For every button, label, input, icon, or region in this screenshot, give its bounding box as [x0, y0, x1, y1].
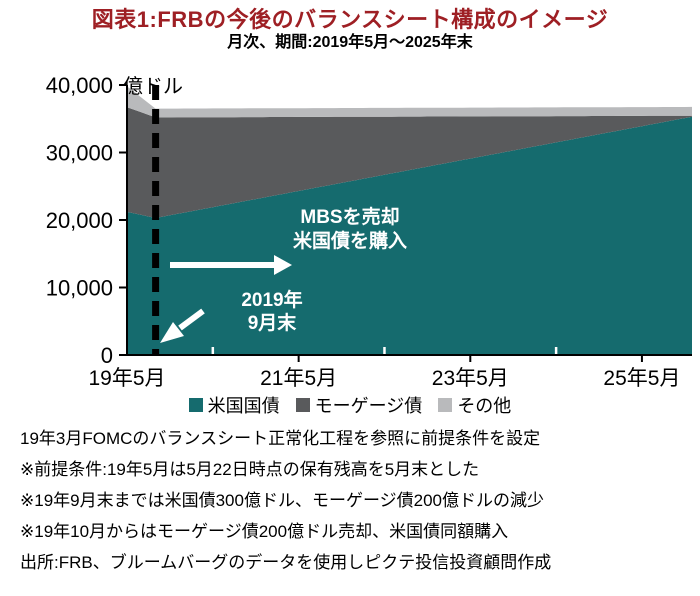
- chart-subtitle: 月次、期間:2019年5月〜2025年末: [227, 34, 473, 51]
- footnote-line: 19年3月FOMCのバランスシート正常化工程を参照に前提条件を設定: [20, 429, 541, 448]
- arrow-downleft-shaft: [178, 308, 205, 331]
- x-tick-label: 25年5月: [603, 367, 680, 390]
- chart-area: 0 10,000 20,000 30,000 40,000 億ドル 19年5月 21年5月 23…: [0, 53, 700, 393]
- annotation-event-month: 9月末: [248, 311, 298, 334]
- annotation-event-year: 2019年: [241, 288, 302, 311]
- footnote-source: 出所:FRB、ブルームバーグのデータを使用しピクテ投信投資顧問作成: [20, 553, 552, 572]
- area-other: [127, 86, 692, 118]
- x-tick-label: 19年5月: [88, 367, 165, 390]
- annotation-sell-mbs: MBSを売却: [300, 205, 399, 228]
- legend-swatch-us-treasury: [188, 398, 203, 412]
- footnote-line: ※前提条件:19年5月は5月22日時点の保有残高を5月末とした: [20, 460, 480, 479]
- legend-label-us-treasury: 米国国債: [207, 396, 280, 416]
- legend-swatch-other: [438, 398, 453, 412]
- y-tick-label: 10,000: [46, 276, 113, 301]
- y-tick-label: 40,000: [46, 73, 113, 98]
- y-tick-label: 30,000: [46, 141, 113, 166]
- arrow-right-head-icon: [274, 255, 292, 275]
- footnote-line: ※19年10月からはモーゲージ債200億ドル売却、米国債同額購入: [20, 522, 509, 541]
- x-tick-label: 21年5月: [260, 367, 337, 390]
- legend-label-mortgage: モーゲージ債: [314, 396, 423, 416]
- legend-swatch-mortgage: [295, 398, 310, 412]
- chart-title: 図表1:FRBの今後のバランスシート構成のイメージ: [91, 7, 609, 32]
- legend-item-mortgage: モーゲージ債: [295, 392, 423, 418]
- balance-sheet-stacked-area-chart: 0 10,000 20,000 30,000 40,000 億ドル 19年5月 21年5月 23…: [46, 73, 692, 390]
- figure: 図表1:FRBの今後のバランスシート構成のイメージ 月次、期間:2019年5月〜…: [0, 7, 700, 578]
- y-tick-label: 0: [101, 343, 113, 368]
- footnotes: 19年3月FOMCのバランスシート正常化工程を参照に前提条件を設定 ※前提条件:…: [0, 417, 700, 578]
- footnote-line: ※19年9月末までは米国債300億ドル、モーゲージ債200億ドルの減少: [20, 491, 544, 510]
- x-tick-label: 23年5月: [432, 367, 509, 390]
- area-us-treasury: [127, 116, 692, 355]
- legend-item-other: その他: [438, 392, 511, 418]
- legend-label-other: その他: [457, 396, 512, 416]
- y-tick-label: 20,000: [46, 208, 113, 233]
- annotation-buy-treasuries: 米国債を購入: [293, 229, 407, 252]
- chart-legend: 米国国債 モーゲージ債 その他: [0, 393, 700, 417]
- area-mortgage: [127, 107, 692, 218]
- arrow-downleft-head-icon: [160, 322, 184, 343]
- legend-item-us-treasury: 米国国債: [188, 392, 280, 418]
- y-axis-unit: 億ドル: [123, 75, 183, 98]
